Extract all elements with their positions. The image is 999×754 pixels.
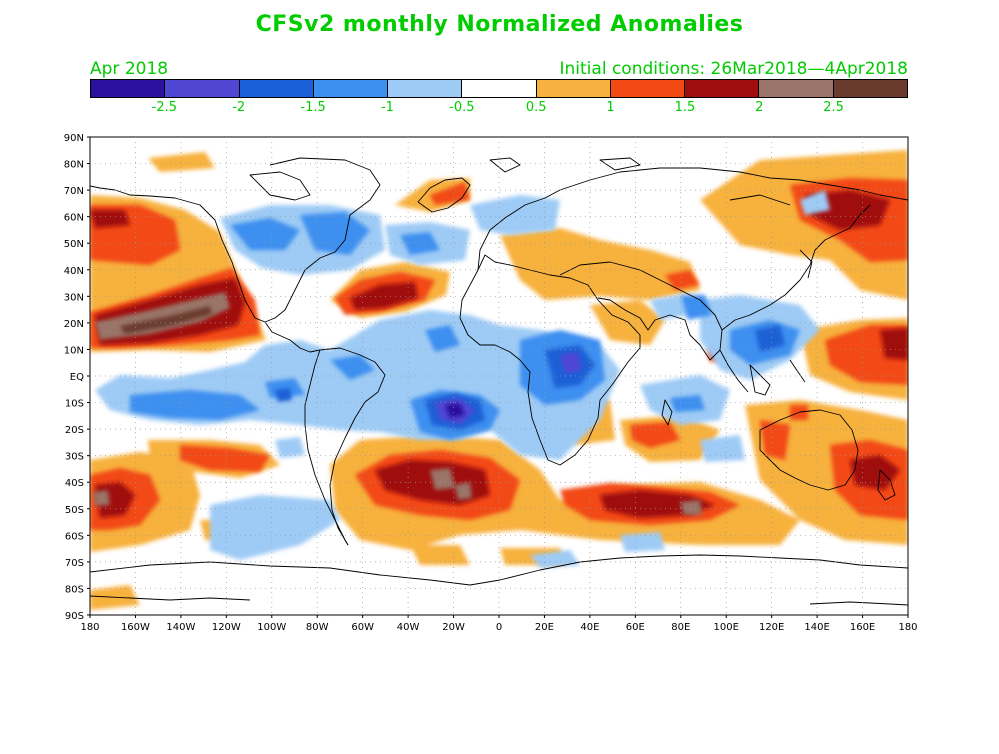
lon-tick-label: 180 — [898, 622, 917, 633]
lat-tick-label: 50N — [64, 239, 84, 250]
lat-tick-label: 30S — [65, 452, 84, 463]
lat-tick-label: 20N — [64, 319, 84, 330]
colorbar-swatch — [462, 80, 537, 97]
colorbar-label: -2 — [232, 100, 246, 115]
colorbar-swatch — [239, 80, 314, 97]
lon-tick-label: 20W — [442, 622, 465, 633]
lon-tick-label: 140E — [804, 622, 829, 633]
lon-tick-label: 80E — [671, 622, 690, 633]
lon-tick-label: 40W — [397, 622, 420, 633]
colorbar-label: 2 — [755, 100, 764, 115]
latitude-axis: 90N 80N 70N 60N 50N 40N 30N 20N 10N EQ 10S 20S 30S 40… — [64, 133, 90, 622]
colorbar-label: -1.5 — [300, 100, 326, 115]
longitude-axis: 180 160W 140W 120W 100W 80W 60W 40W 20W 0 20E 40E 60… — [80, 615, 918, 633]
lat-tick-label: 60N — [64, 213, 84, 224]
initial-conditions: Initial conditions: 26Mar2018—4Apr2018 — [559, 59, 909, 79]
lon-tick-label: 60W — [351, 622, 374, 633]
lon-tick-label: 0 — [496, 622, 502, 633]
lat-tick-label: 60S — [65, 531, 84, 542]
colorbar-swatch — [388, 80, 463, 97]
lat-tick-label: 80S — [65, 584, 84, 595]
lat-tick-label: 50S — [65, 505, 84, 516]
lon-tick-label: 120E — [759, 622, 784, 633]
lon-tick-label: 140W — [166, 622, 195, 633]
anomaly-field — [90, 150, 908, 610]
lon-tick-label: 80W — [306, 622, 329, 633]
lon-tick-label: 40E — [580, 622, 599, 633]
colorbar — [90, 79, 908, 98]
colorbar-swatch — [685, 80, 760, 97]
lon-tick-label: 100E — [714, 622, 739, 633]
colorbar-label: 2.5 — [823, 100, 844, 115]
map-title: CFSv2 monthly Normalized Anomalies — [255, 12, 744, 37]
colorbar-label: 0.5 — [525, 100, 547, 115]
lat-tick-label: EQ — [70, 372, 84, 383]
forecast-period: Apr 2018 — [90, 59, 169, 79]
lon-tick-label: 100W — [257, 622, 286, 633]
lat-tick-label: 10S — [65, 399, 84, 410]
colorbar-swatch — [91, 80, 166, 97]
lon-tick-label: 180 — [80, 622, 99, 633]
colorbar-swatch — [313, 80, 389, 97]
lat-tick-label: 90N — [64, 133, 84, 144]
colorbar-label: -1 — [380, 100, 394, 115]
colorbar-label: -2.5 — [151, 100, 178, 115]
lon-tick-label: 120W — [212, 622, 241, 633]
lat-tick-label: 30N — [64, 292, 84, 303]
colorbar-swatch — [536, 80, 611, 97]
lon-tick-label: 160E — [850, 622, 875, 633]
colorbar-swatch — [610, 80, 686, 97]
lat-tick-label: 70N — [64, 186, 84, 197]
lat-tick-label: 40N — [64, 266, 84, 277]
colorbar-label: 1 — [606, 100, 615, 115]
colorbar-swatch — [833, 80, 907, 97]
colorbar-label: 1.5 — [674, 100, 696, 115]
coastlines — [90, 157, 908, 606]
colorbar-label: -0.5 — [449, 100, 475, 115]
anomaly-positive-extreme — [120, 306, 212, 334]
lon-tick-label: 160W — [121, 622, 150, 633]
anomaly-negative-extreme — [445, 403, 465, 418]
lon-tick-label: 20E — [535, 622, 554, 633]
lat-tick-label: 20S — [65, 425, 84, 436]
colorbar-swatch — [165, 80, 240, 97]
colorbar-swatch — [759, 80, 834, 97]
lat-tick-label: 40S — [65, 478, 84, 489]
lat-tick-label: 10N — [64, 345, 84, 356]
lat-tick-label: 70S — [65, 558, 84, 569]
lat-tick-label: 80N — [64, 160, 84, 171]
lat-tick-label: 90S — [65, 611, 84, 622]
lon-tick-label: 60E — [626, 622, 645, 633]
